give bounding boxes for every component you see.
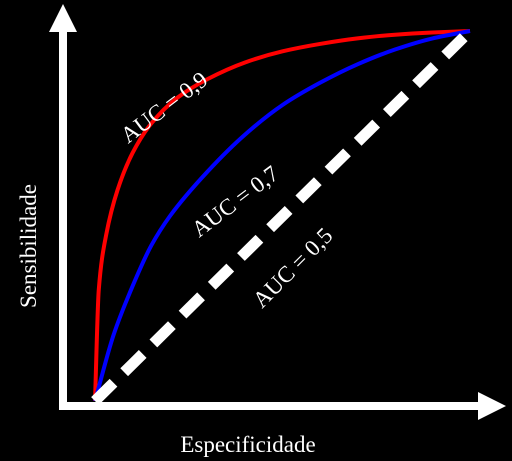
series-layer bbox=[91, 27, 474, 405]
series-label-auc-0-7: AUC = 0,7 bbox=[187, 161, 283, 242]
x-axis-arrowhead bbox=[478, 392, 506, 420]
y-axis-label: Sensibilidade bbox=[16, 184, 41, 308]
series-label-auc-0-5: AUC = 0,5 bbox=[248, 223, 338, 313]
series-line-auc-0-5 bbox=[91, 27, 474, 405]
series-line-auc-0-7 bbox=[93, 29, 471, 402]
series-label-auc-0-9: AUC = 0,9 bbox=[116, 67, 212, 148]
y-axis-arrowhead bbox=[49, 4, 77, 32]
series-line-auc-0-9 bbox=[93, 29, 471, 402]
x-axis-label: Especificidade bbox=[180, 432, 315, 457]
